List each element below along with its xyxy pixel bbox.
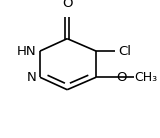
- Text: O: O: [116, 71, 127, 84]
- Text: N: N: [27, 71, 37, 84]
- Text: CH₃: CH₃: [134, 71, 158, 84]
- Text: Cl: Cl: [118, 45, 131, 58]
- Text: HN: HN: [17, 45, 37, 58]
- Text: O: O: [62, 0, 72, 10]
